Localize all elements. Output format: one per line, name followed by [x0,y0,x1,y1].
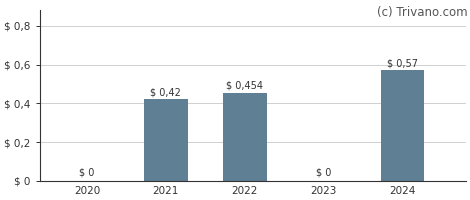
Bar [223,93,266,181]
Text: (c) Trivano.com: (c) Trivano.com [377,6,468,19]
Bar [381,70,424,181]
Text: $ 0: $ 0 [316,167,331,177]
Text: $ 0,57: $ 0,57 [387,58,418,68]
Text: $ 0: $ 0 [79,167,94,177]
Text: $ 0,42: $ 0,42 [150,87,181,97]
Bar [144,99,188,181]
Text: $ 0,454: $ 0,454 [227,81,263,91]
